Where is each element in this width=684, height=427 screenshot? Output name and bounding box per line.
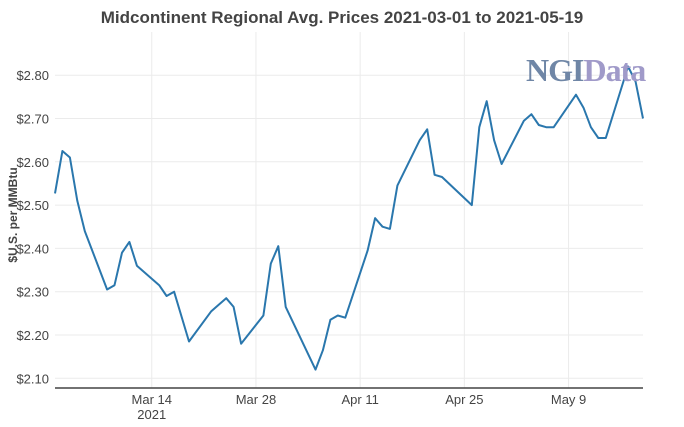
x-tick-year: 2021: [137, 407, 166, 422]
x-tick-label: Apr 11: [341, 392, 378, 407]
ngidata-logo: NGIData: [526, 52, 646, 88]
x-tick-label: Mar 28: [236, 392, 276, 407]
y-tick-label: $2.70: [16, 112, 49, 127]
y-tick-label: $2.80: [16, 68, 49, 83]
y-tick-label: $2.20: [16, 328, 49, 343]
chart-title: Midcontinent Regional Avg. Prices 2021-0…: [100, 8, 584, 27]
y-tick-label: $2.10: [16, 371, 49, 386]
y-tick-label: $2.50: [16, 198, 49, 213]
x-tick-label: Apr 25: [445, 392, 483, 407]
x-tick-label: Mar 14: [132, 392, 172, 407]
y-tick-label: $2.60: [16, 155, 49, 170]
price-series-line: [54, 65, 644, 371]
y-tick-label: $2.40: [16, 241, 49, 256]
x-tick-label: May 9: [551, 392, 586, 407]
y-tick-label: $2.30: [16, 285, 49, 300]
